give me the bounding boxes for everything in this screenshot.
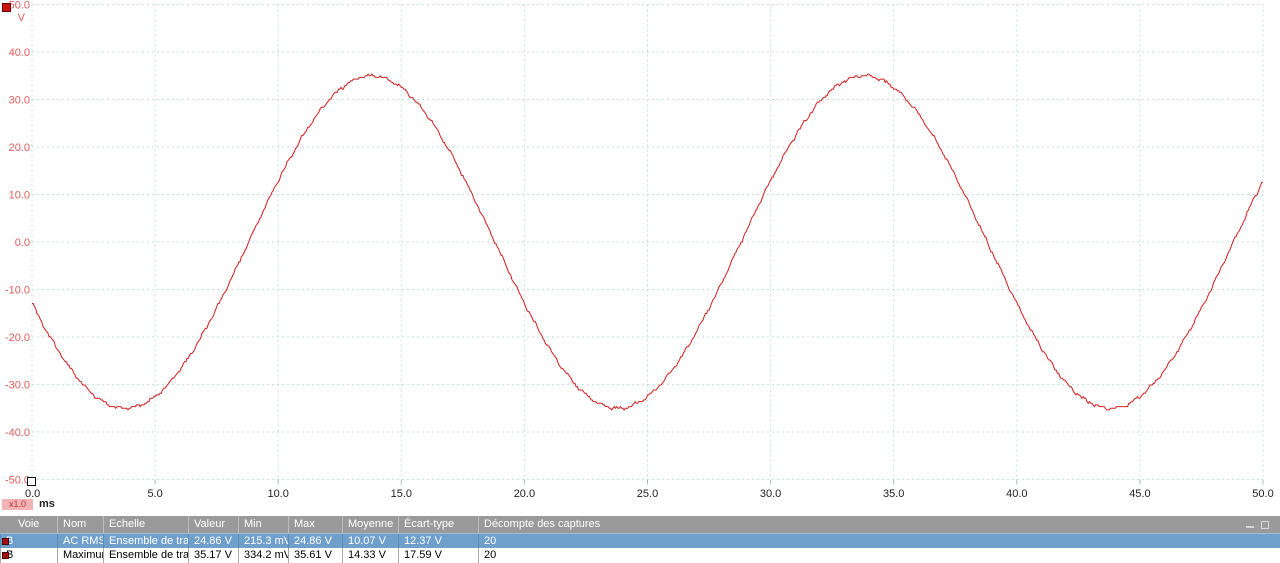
column-header: Echelle: [103, 516, 188, 533]
y-axis-tick-label: -30.0: [5, 380, 30, 392]
minimize-panel-icon[interactable]: [1246, 526, 1254, 528]
x-axis-tick-label: 25.0: [637, 488, 658, 500]
y-axis-tick-label: -20.0: [5, 332, 30, 344]
measurement-cell: 17.59 V: [398, 548, 478, 563]
channel-b-button[interactable]: [2, 3, 11, 12]
x-axis-unit-label: ms: [39, 498, 55, 510]
x-axis-tick-label: 40.0: [1006, 488, 1027, 500]
column-header: Min: [238, 516, 288, 533]
channel-cell: B: [0, 548, 57, 563]
measurement-cell: 35.17 V: [188, 548, 238, 563]
column-header: Voie: [18, 518, 40, 530]
x-axis-tick-label: 0.0: [25, 488, 40, 500]
column-header: Max: [288, 516, 342, 533]
channel-b-color-icon: [2, 538, 9, 545]
y-axis-tick-label: 50.0: [9, 0, 30, 12]
x-axis-tick-label: 10.0: [267, 488, 288, 500]
measurement-cell: 24.86 V: [288, 534, 342, 548]
column-header: Moyenne: [342, 516, 398, 533]
measurement-cell: Ensemble de traces: [103, 548, 188, 563]
channel-cell: B: [0, 534, 57, 548]
measurement-cell: AC RMS: [57, 534, 103, 548]
measurement-cell: Ensemble de traces: [103, 534, 188, 548]
y-axis-tick-label: -50.0: [5, 475, 30, 487]
channel-b-offset-handle[interactable]: [27, 477, 36, 486]
x-axis-tick-label: 20.0: [514, 488, 535, 500]
measurement-cell: 20: [478, 534, 1280, 548]
y-axis-tick-label: -40.0: [5, 427, 30, 439]
restore-panel-icon[interactable]: [1261, 521, 1269, 529]
column-header: Écart-type: [398, 516, 478, 533]
x-axis-tick-label: 35.0: [883, 488, 904, 500]
zoom-factor-badge: x1.0: [2, 499, 33, 510]
column-header: Nom: [57, 516, 103, 533]
x-axis-tick-label: 30.0: [760, 488, 781, 500]
y-axis-tick-label: 10.0: [9, 190, 30, 202]
measurement-cell: 10.07 V: [342, 534, 398, 548]
measurement-cell: 24.86 V: [188, 534, 238, 548]
y-axis-unit-label: V: [17, 12, 25, 24]
measurement-cell: 14.33 V: [342, 548, 398, 563]
column-header: Valeur: [188, 516, 238, 533]
scope-view: 50.0 40.0 30.0 20.0 10.0 0.0 -10.0 -20.0 -30.0 -4…: [2, 0, 1274, 510]
measurement-cell: 20: [478, 548, 1280, 563]
x-axis-tick-label: 45.0: [1129, 488, 1150, 500]
y-axis-tick-label: 40.0: [9, 47, 30, 59]
measurement-cell: 334.2 mV: [238, 548, 288, 563]
y-axis-tick-label: 20.0: [9, 142, 30, 154]
x-axis-tick-label: 15.0: [391, 488, 412, 500]
measurement-cell: 35.61 V: [288, 548, 342, 563]
column-header: Décompte des captures: [478, 516, 1280, 533]
y-axis-tick-label: 30.0: [9, 95, 30, 107]
x-axis-tick-label: 50.0: [1252, 488, 1273, 500]
measurement-cell: 215.3 mV: [238, 534, 288, 548]
channel-b-color-icon: [2, 552, 9, 559]
y-axis-tick-label: -10.0: [5, 285, 30, 297]
measurement-cell: Maximum: [57, 548, 103, 563]
measurements-panel: Voie Nom Echelle Valeur Min Max Moyenne Écart-t…: [0, 516, 1280, 563]
measurements-header-row: Voie Nom Echelle Valeur Min Max Moyenne Écart-t…: [0, 516, 1280, 533]
waveform-chart: 50.0 40.0 30.0 20.0 10.0 0.0 -10.0 -20.0 -30.0 -4…: [5, 0, 1274, 500]
y-axis-tick-label: 0.0: [15, 237, 30, 249]
channel-b-trace: [32, 73, 1263, 411]
x-axis-tick-label: 5.0: [147, 488, 162, 500]
measurement-cell: 12.37 V: [398, 534, 478, 548]
